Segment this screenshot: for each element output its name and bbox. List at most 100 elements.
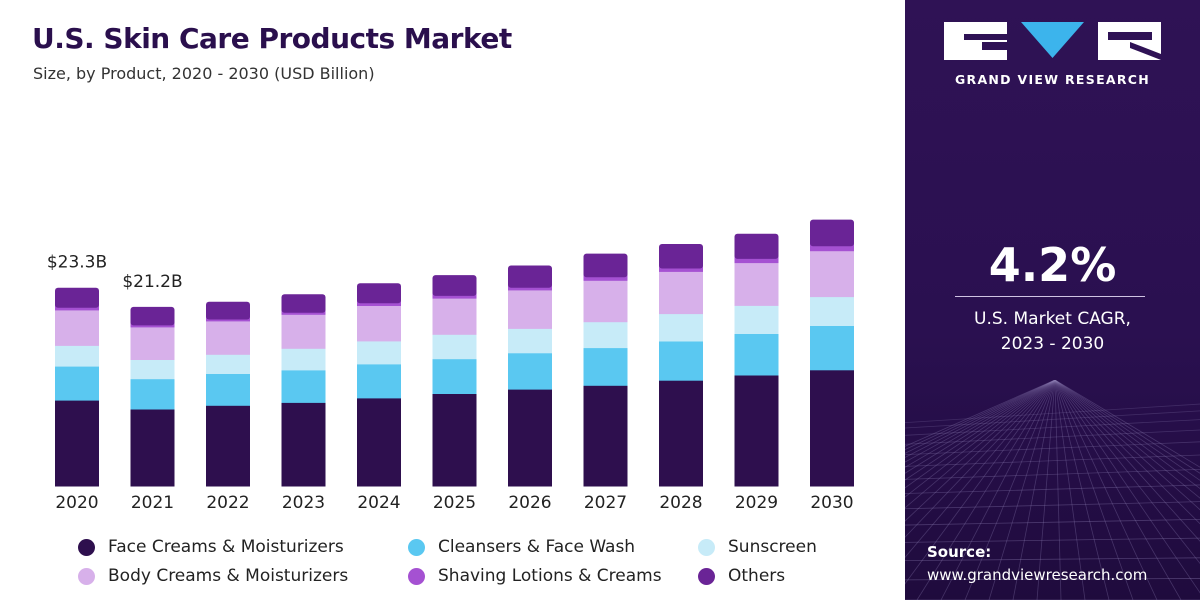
bar-2028-cleansers-face-wash xyxy=(659,341,703,381)
grid-line xyxy=(905,380,1056,463)
bar-2026-sunscreen xyxy=(508,328,552,354)
chart-title: U.S. Skin Care Products Market xyxy=(32,22,512,55)
bar-2023-face-creams-moisturizers xyxy=(281,402,326,487)
bar-2027-body-creams-moisturizers xyxy=(583,280,628,323)
data-label: $23.3B xyxy=(47,253,107,273)
grid-line xyxy=(905,380,1056,522)
bar-2023-sunscreen xyxy=(281,348,326,371)
legend-label: Sunscreen xyxy=(728,537,817,557)
grid-line xyxy=(905,380,1056,454)
chart-subtitle: Size, by Product, 2020 - 2030 (USD Billi… xyxy=(33,64,375,83)
chart-panel: U.S. Skin Care Products Market Size, by … xyxy=(32,22,854,586)
brand-name: GRAND VIEW RESEARCH xyxy=(954,72,1151,87)
grid-line xyxy=(1012,380,1056,600)
x-tick-label: 2021 xyxy=(131,493,174,513)
bar-2029-shaving-lotions-creams xyxy=(734,255,779,264)
grid-line xyxy=(905,380,1056,538)
grid-line xyxy=(905,441,1200,456)
bar-2020-cleansers-face-wash xyxy=(55,366,99,401)
logo-g-block xyxy=(944,22,1007,60)
grid-line xyxy=(905,454,1200,467)
bar-2026-cleansers-face-wash xyxy=(508,352,552,390)
legend-label: Cleansers & Face Wash xyxy=(438,537,636,557)
bar-2030-shaving-lotions-creams xyxy=(810,243,854,252)
bar-2025-body-creams-moisturizers xyxy=(432,298,477,335)
grid-line xyxy=(905,468,1200,480)
bar-2022-sunscreen xyxy=(206,354,250,374)
bar-stack-2027 xyxy=(583,253,628,487)
grid-line xyxy=(916,380,1056,600)
cagr-divider xyxy=(955,296,1145,297)
bar-2022-body-creams-moisturizers xyxy=(206,321,250,355)
bar-2022-cleansers-face-wash xyxy=(206,373,250,406)
grid-line xyxy=(1054,380,1062,600)
grid-line xyxy=(1054,380,1200,525)
cagr-label-line-1: U.S. Market CAGR, xyxy=(974,309,1131,329)
legend-item: Face Creams & Moisturizers xyxy=(78,537,344,557)
x-tick-label: 2025 xyxy=(433,493,476,513)
x-tick-label: 2024 xyxy=(357,493,400,513)
bar-2027-sunscreen xyxy=(583,321,628,349)
bar-2027-cleansers-face-wash xyxy=(583,347,628,386)
grid-line xyxy=(940,380,1056,600)
grid-line xyxy=(1054,380,1182,600)
grid-line xyxy=(905,380,1056,489)
bar-stack-2023 xyxy=(281,294,326,487)
bar-2026-others xyxy=(508,265,552,288)
bar-2025-face-creams-moisturizers xyxy=(432,393,477,487)
bar-stack-2022 xyxy=(206,301,250,487)
legend-swatch xyxy=(408,567,425,585)
x-tick-label: 2020 xyxy=(55,493,98,513)
bar-2021-others xyxy=(130,306,175,326)
grid-line xyxy=(905,419,1200,436)
bar-stack-2030 xyxy=(810,219,854,487)
grid-line xyxy=(988,380,1056,600)
bar-stack-2021 xyxy=(130,306,175,487)
stacked-bar-chart: 2020 2021 2022 2023 2024 2025 2026 2027 2028 2029… xyxy=(47,219,854,513)
bar-2021-face-creams-moisturizers xyxy=(130,409,175,487)
legend-item: Cleansers & Face Wash xyxy=(408,537,635,557)
grid-line xyxy=(1054,380,1200,490)
bar-2029-sunscreen xyxy=(734,305,779,334)
bar-2022-others xyxy=(206,301,250,320)
bar-stack-2029 xyxy=(734,233,779,487)
cagr-value: 4.2% xyxy=(988,238,1117,292)
grid-line xyxy=(905,380,1056,481)
grid-line xyxy=(905,410,1200,429)
bar-2029-face-creams-moisturizers xyxy=(734,375,779,487)
grid-line xyxy=(905,380,1056,451)
grid-line xyxy=(1054,380,1200,468)
cagr-label-line-2: 2023 - 2030 xyxy=(1000,334,1105,354)
legend-label: Shaving Lotions & Creams xyxy=(438,566,662,586)
legend-item: Body Creams & Moisturizers xyxy=(78,566,348,586)
logo-g-notch xyxy=(964,34,1007,40)
grid-line xyxy=(1054,380,1134,600)
source-label: Source: xyxy=(927,543,992,561)
grid-line xyxy=(1054,380,1200,499)
bar-2024-cleansers-face-wash xyxy=(357,363,401,399)
bar-2023-body-creams-moisturizers xyxy=(281,314,326,349)
x-tick-label: 2027 xyxy=(584,493,627,513)
legend-swatch xyxy=(698,538,715,556)
bar-stack-2026 xyxy=(508,265,552,487)
grid-line xyxy=(1054,380,1200,511)
bar-2029-cleansers-face-wash xyxy=(734,333,779,376)
bar-2024-others xyxy=(357,283,401,304)
bar-2027-shaving-lotions-creams xyxy=(583,274,628,281)
bar-2026-face-creams-moisturizers xyxy=(508,389,552,487)
grid-line xyxy=(905,484,1200,494)
grid-line xyxy=(905,518,1200,526)
bar-2026-body-creams-moisturizers xyxy=(508,289,552,329)
x-tick-label: 2030 xyxy=(810,493,853,513)
grid-line xyxy=(1036,380,1056,600)
bar-stack-2025 xyxy=(432,275,477,487)
source-link[interactable]: www.grandviewresearch.com xyxy=(927,566,1148,584)
grid-line xyxy=(1054,380,1200,564)
grid-line xyxy=(1054,380,1200,474)
legend-label: Body Creams & Moisturizers xyxy=(108,566,349,586)
bar-2023-others xyxy=(281,294,326,313)
x-tick-label: 2022 xyxy=(206,493,249,513)
grid-line xyxy=(1054,380,1200,481)
legend-item: Shaving Lotions & Creams xyxy=(408,566,662,586)
grid-line xyxy=(905,380,1056,509)
